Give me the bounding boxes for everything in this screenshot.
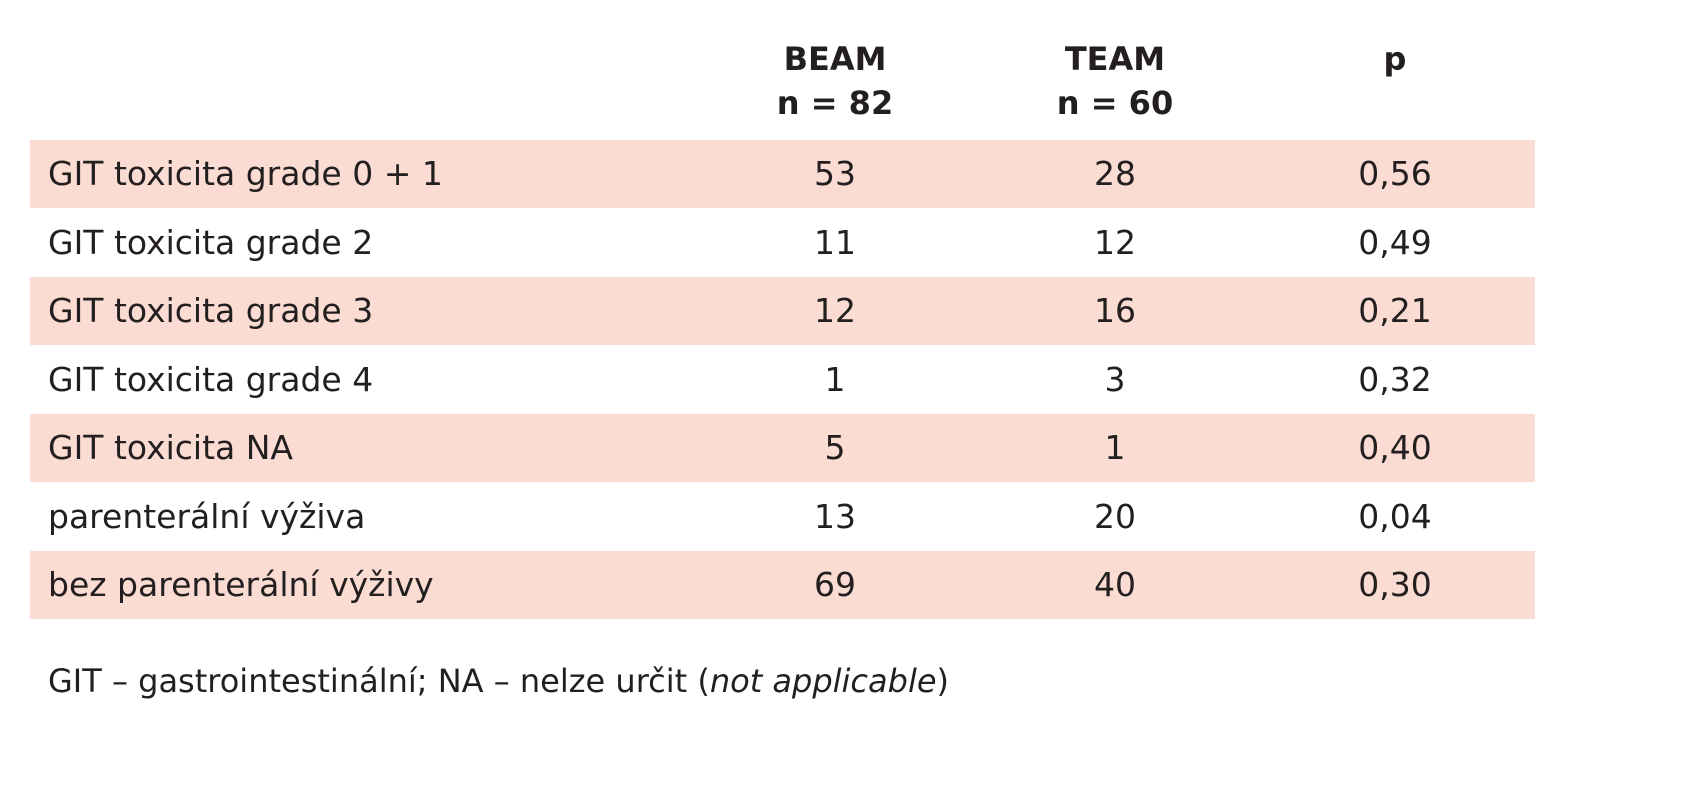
row-label: GIT toxicita grade 4 (48, 359, 374, 399)
table-row: GIT toxicita grade 3 12 16 0,21 (30, 277, 1535, 345)
row-label: GIT toxicita NA (48, 428, 293, 467)
column-header: BEAM (783, 40, 887, 78)
table-cell: 0,04 (1358, 496, 1432, 536)
table-cell: 0,32 (1358, 359, 1432, 399)
column-n: n = 82 (776, 84, 894, 122)
table-row: GIT toxicita NA 5 1 0,40 (30, 414, 1535, 482)
table-row: GIT toxicita grade 2 11 12 0,49 (30, 209, 1535, 277)
table-cell: 0,21 (1358, 291, 1432, 330)
footnote-italic: not applicable (709, 662, 937, 700)
row-label: GIT toxicita grade 3 (48, 291, 374, 330)
table-cell: 20 (1094, 496, 1136, 536)
column-header: p (1383, 40, 1407, 78)
table-cell: 12 (814, 291, 856, 330)
table-cell: 0,56 (1358, 154, 1432, 193)
row-label: bez parenterální výživy (48, 565, 434, 604)
row-label: parenterální výživa (48, 496, 366, 536)
table-cell: 40 (1094, 565, 1136, 604)
column-header: TEAM (1064, 40, 1166, 78)
table-cell: 13 (814, 496, 856, 536)
table-cell: 11 (814, 222, 856, 262)
footnote-end: ) (936, 662, 949, 700)
table-row: bez parenterální výživy 69 40 0,30 (30, 551, 1535, 619)
table-row: parenterální výživa 13 20 0,04 (30, 483, 1535, 551)
table-cell: 69 (814, 565, 856, 604)
table-cell: 1 (824, 359, 846, 399)
table-cell: 3 (1104, 359, 1126, 399)
footnote: GIT – gastrointestinální; NA – nelze urč… (48, 662, 949, 700)
table-cell: 12 (1094, 222, 1136, 262)
table-row: GIT toxicita grade 0 + 1 53 28 0,56 (30, 140, 1535, 208)
table-cell: 0,40 (1358, 428, 1432, 467)
table-cell: 53 (814, 154, 856, 193)
table-cell: 16 (1094, 291, 1136, 330)
table-cell: 28 (1094, 154, 1136, 193)
table-cell: 1 (1104, 428, 1126, 467)
row-label: GIT toxicita grade 0 + 1 (48, 154, 443, 193)
table-cell: 0,49 (1358, 222, 1432, 262)
table-row: GIT toxicita grade 4 1 3 0,32 (30, 346, 1535, 414)
table-cell: 5 (824, 428, 846, 467)
column-n: n = 60 (1056, 84, 1174, 122)
footnote-text: GIT – gastrointestinální; NA – nelze urč… (48, 662, 710, 700)
table-cell: 0,30 (1358, 565, 1432, 604)
row-label: GIT toxicita grade 2 (48, 222, 374, 262)
